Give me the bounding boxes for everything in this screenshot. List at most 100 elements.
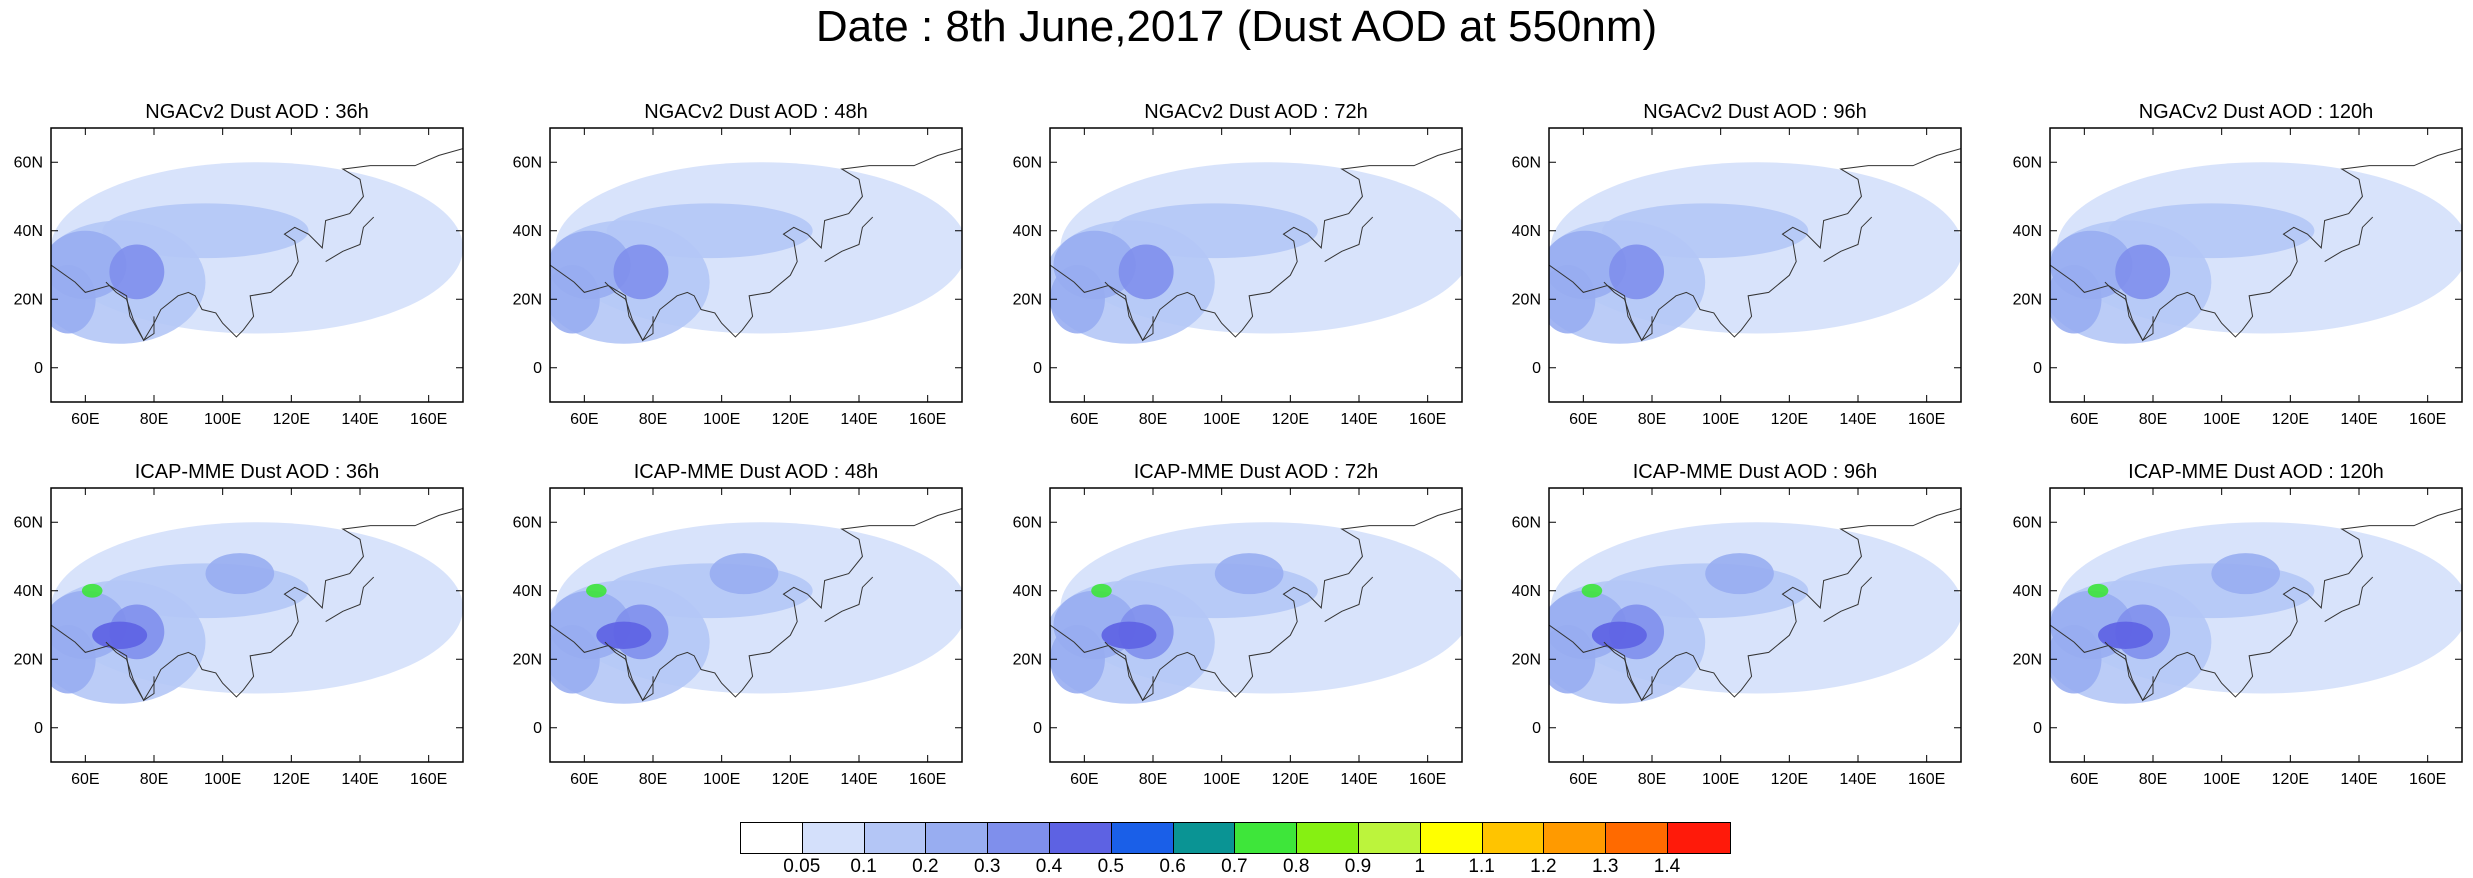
panel-title: ICAP-MME Dust AOD : 36h (135, 461, 380, 483)
map-panel: ICAP-MME Dust AOD : 72h 60E 80E 100E 120E 140… (1013, 461, 1463, 788)
lat-tick-label: 60N (513, 154, 542, 171)
map-panel: NGACv2 Dust AOD : 120h 60E 80E 100E 120E 140E… (2013, 101, 2463, 428)
colorbar-box (926, 823, 989, 853)
colorbar-box (1049, 823, 1112, 853)
map-frame (2049, 127, 2463, 403)
colorbar-label: 0.05 (783, 856, 821, 877)
lon-tick-label: 140E (341, 771, 378, 788)
map-panel: ICAP-MME Dust AOD : 96h 60E 80E 100E 120E 140… (1512, 461, 1962, 788)
colorbar-label: 0.4 (1035, 856, 1063, 877)
dust-field (2050, 162, 2462, 344)
lon-tick-label: 60E (1569, 411, 1597, 428)
map-panel: NGACv2 Dust AOD : 48h 60E 80E 100E 120E 140E 1… (513, 101, 963, 428)
lat-tick-label: 0 (2033, 360, 2042, 377)
lat-tick-label: 40N (14, 223, 43, 240)
colorbar-label: 0.6 (1159, 856, 1186, 877)
panel-title: NGACv2 Dust AOD : 72h (1144, 101, 1367, 123)
map-panel: NGACv2 Dust AOD : 72h 60E 80E 100E 120E 140E 1… (1013, 101, 1463, 428)
map-panel: NGACv2 Dust AOD : 96h 60E 80E 100E 120E 140E 1… (1512, 101, 1962, 428)
lon-tick-label: 60E (570, 411, 598, 428)
lon-tick-label: 80E (1139, 771, 1167, 788)
coastline (1050, 508, 1462, 702)
colorbar-box (1111, 823, 1174, 853)
map-frame (1548, 127, 1962, 403)
colorbar-label: 1.4 (1653, 856, 1681, 877)
lon-tick-label: 100E (1702, 771, 1739, 788)
colorbar-label: 0.1 (850, 856, 877, 877)
colorbar-label: 1.2 (1530, 856, 1557, 877)
lat-tick-label: 20N (2013, 651, 2042, 668)
lon-tick-label: 140E (840, 411, 877, 428)
lon-tick-label: 80E (140, 771, 168, 788)
lat-tick-label: 20N (513, 651, 542, 668)
coastline (1549, 508, 1961, 702)
colorbar-label: 0.3 (973, 856, 1001, 877)
lat-tick-label: 0 (1033, 720, 1042, 737)
lon-tick-label: 120E (1272, 771, 1309, 788)
lon-tick-label: 60E (1569, 771, 1597, 788)
lon-tick-label: 140E (2340, 771, 2377, 788)
map-panel: NGACv2 Dust AOD : 36h 60E 80E 100E 120E 140E 1… (14, 101, 464, 428)
dust-field (51, 522, 463, 704)
lon-tick-label: 100E (1203, 411, 1240, 428)
panel-title: ICAP-MME Dust AOD : 120h (2128, 461, 2384, 483)
dust-field (51, 162, 463, 344)
lon-tick-label: 160E (909, 411, 946, 428)
lon-tick-label: 160E (410, 411, 447, 428)
lon-tick-label: 60E (71, 771, 99, 788)
lat-tick-label: 0 (2033, 720, 2042, 737)
colorbar-box (1420, 823, 1483, 853)
dust-field (1549, 522, 1961, 704)
coastline (550, 148, 962, 342)
lon-tick-label: 120E (772, 411, 809, 428)
map-frame (1049, 487, 1463, 763)
dust-field (1050, 522, 1462, 704)
panel-title: NGACv2 Dust AOD : 36h (145, 101, 368, 123)
lat-tick-label: 40N (1512, 223, 1541, 240)
lon-tick-label: 60E (2070, 411, 2098, 428)
colorbar-box (1667, 823, 1730, 853)
colorbar-box (1297, 823, 1359, 853)
lon-tick-label: 80E (1638, 411, 1666, 428)
lon-tick-label: 80E (639, 771, 667, 788)
map-frame (50, 127, 464, 403)
lon-tick-label: 120E (2272, 411, 2309, 428)
panel-title: ICAP-MME Dust AOD : 96h (1633, 461, 1878, 483)
lat-tick-label: 0 (533, 360, 542, 377)
lat-tick-label: 60N (14, 154, 43, 171)
lat-tick-label: 0 (1532, 360, 1541, 377)
lon-tick-label: 100E (204, 411, 241, 428)
lat-tick-label: 40N (2013, 583, 2042, 600)
lon-tick-label: 60E (71, 411, 99, 428)
panel-title: NGACv2 Dust AOD : 96h (1643, 101, 1866, 123)
colorbar-box (1358, 823, 1421, 853)
map-frame (50, 487, 464, 763)
colorbar-label: 1 (1414, 856, 1426, 877)
lat-tick-label: 0 (34, 720, 43, 737)
lon-tick-label: 100E (2203, 771, 2240, 788)
lon-tick-label: 120E (273, 771, 310, 788)
map-frame (549, 487, 963, 763)
lon-tick-label: 140E (1340, 411, 1377, 428)
colorbar-box (1173, 823, 1236, 853)
dust-field (2050, 522, 2462, 704)
lon-tick-label: 80E (2139, 771, 2167, 788)
colorbar-label: 0.2 (912, 856, 939, 877)
panel-title: ICAP-MME Dust AOD : 48h (634, 461, 879, 483)
colorbar-box (1544, 823, 1607, 853)
map-frame (2049, 487, 2463, 763)
lon-tick-label: 60E (570, 771, 598, 788)
dust-field (1050, 162, 1462, 344)
colorbar (740, 822, 1731, 854)
lon-tick-label: 160E (1908, 411, 1945, 428)
lon-tick-label: 100E (1203, 771, 1240, 788)
panel-title: NGACv2 Dust AOD : 48h (644, 101, 867, 123)
lat-tick-label: 20N (1512, 651, 1541, 668)
lon-tick-label: 100E (703, 771, 740, 788)
colorbar-label: 0.7 (1221, 856, 1248, 877)
lon-tick-label: 160E (2409, 771, 2446, 788)
lon-tick-label: 160E (1908, 771, 1945, 788)
colorbar-box (802, 823, 865, 853)
lon-tick-label: 140E (2340, 411, 2377, 428)
lat-tick-label: 20N (14, 651, 43, 668)
